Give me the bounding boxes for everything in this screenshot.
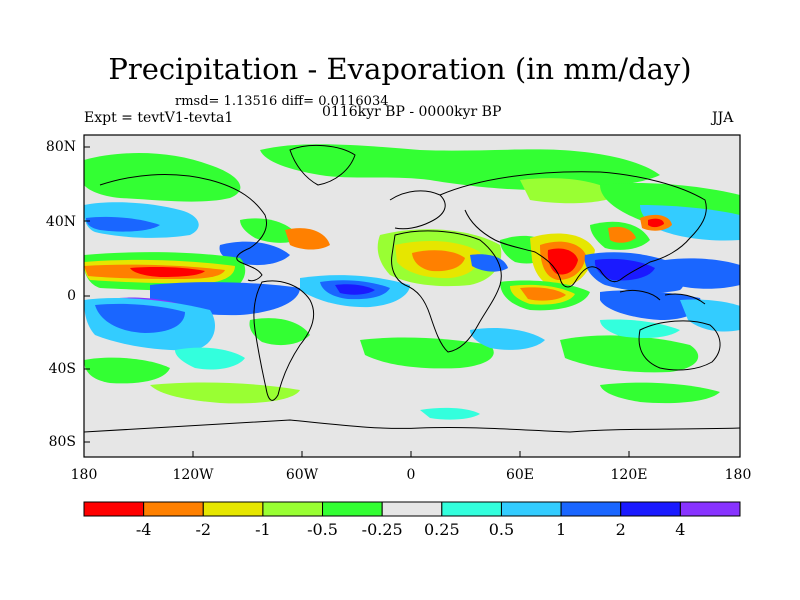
- colorbar-swatch-1: [143, 501, 204, 517]
- colorbar-label-6: 0.5: [488, 520, 515, 539]
- lon-tick-180w: 180: [70, 467, 98, 483]
- coast-australia: [638, 320, 721, 371]
- lat-tick-80n: 80N: [45, 139, 76, 155]
- field-sh-green-d: [560, 335, 699, 373]
- field-sh-cyan-c: [600, 319, 680, 338]
- colorbar-label-9: 4: [675, 520, 686, 539]
- field-sh-blue-d: [680, 299, 740, 332]
- coast-greenland: [289, 145, 356, 186]
- colorbar-label-1: -2: [195, 520, 212, 539]
- colorbar-label-2: -1: [255, 520, 271, 539]
- coast-antarctica: [84, 419, 740, 433]
- field-pacific-north-blue: [86, 216, 160, 232]
- field-spcz-blue: [95, 303, 185, 333]
- season-label: JJA: [712, 110, 734, 126]
- field-sh-green-b: [249, 318, 310, 346]
- pe-field: [84, 135, 740, 457]
- field-seasia-dark-blue: [594, 258, 655, 281]
- field-siberia-green: [520, 178, 620, 204]
- experiment-label: Expt = tevtV1-tevta1: [84, 110, 234, 126]
- colorbar: [83, 501, 741, 517]
- coast-south-america: [253, 280, 315, 401]
- colorbar-swatch-8: [560, 501, 622, 517]
- colorbar-swatch-7: [500, 501, 562, 517]
- colorbar-label-7: 1: [555, 520, 567, 539]
- field-sahara-orange: [412, 250, 465, 272]
- field-westpac-blue: [640, 205, 740, 241]
- lon-tick-60e: 60E: [505, 467, 535, 483]
- field-indonesia-blue: [600, 290, 701, 320]
- colorbar-label-5: 0.25: [424, 520, 460, 539]
- coast-africa: [391, 230, 502, 353]
- colorbar-swatch-0: [83, 501, 145, 517]
- colorbar-label-8: 2: [615, 520, 626, 539]
- lon-tick-180e: 180: [724, 467, 752, 483]
- field-southern-ocean-green-b: [600, 382, 720, 404]
- lat-tick-80s: 80S: [48, 434, 76, 450]
- field-natl-orange: [285, 228, 330, 250]
- colorbar-swatch-5: [381, 501, 443, 517]
- colorbar-swatch-2: [202, 501, 264, 517]
- lat-tick-40s: 40S: [48, 361, 76, 377]
- rmsd-diff-stats: rmsd= 1.13516 diff= 0.0116034: [175, 94, 389, 109]
- lon-tick-0: 0: [406, 467, 416, 483]
- field-wpac-blue: [665, 258, 740, 289]
- lat-tick-0: 0: [67, 288, 76, 304]
- map-title: Precipitation - Evaporation (in mm/day): [108, 52, 692, 86]
- coast-north-america: [99, 174, 267, 282]
- lat-tick-40n: 40N: [45, 214, 76, 230]
- coast-asia: [439, 171, 707, 288]
- field-sh-cyan-a: [175, 347, 245, 370]
- colorbar-swatch-9: [620, 501, 681, 517]
- colorbar-label-3: -0.5: [307, 520, 338, 539]
- lon-tick-60w: 60W: [285, 467, 319, 483]
- lon-tick-120e: 120E: [610, 467, 648, 483]
- field-sh-green-c: [360, 337, 494, 369]
- coast-europe: [389, 190, 446, 230]
- colorbar-label-0: -4: [135, 520, 152, 539]
- coast-indonesia: [619, 289, 706, 305]
- field-china-orange: [608, 226, 636, 243]
- colorbar-swatch-3: [262, 501, 324, 517]
- field-antarctic-cyan: [420, 407, 480, 420]
- field-gulf-green: [240, 218, 300, 243]
- field-eqatl-purple: [335, 284, 375, 295]
- lon-tick-120w: 120W: [172, 467, 214, 483]
- colorbar-swatch-6: [441, 501, 502, 517]
- field-itcz-red: [130, 267, 205, 277]
- field-india-red: [547, 248, 578, 275]
- field-sahel-blue: [470, 254, 508, 272]
- field-ind-orange: [520, 287, 566, 301]
- period-label: 0116kyr BP - 0000kyr BP: [322, 104, 502, 120]
- colorbar-label-4: -0.25: [361, 520, 403, 539]
- coastlines: [84, 145, 740, 433]
- map-tick-marks: [84, 146, 630, 457]
- colorbar-swatch-10: [679, 501, 741, 517]
- field-kuroshio-core: [648, 218, 664, 228]
- field-sh-green-a: [84, 357, 170, 384]
- field-arctic-green: [84, 153, 241, 202]
- field-southern-ocean-green: [150, 382, 300, 404]
- colorbar-swatch-4: [322, 501, 383, 517]
- field-sh-cyan-b: [470, 328, 545, 350]
